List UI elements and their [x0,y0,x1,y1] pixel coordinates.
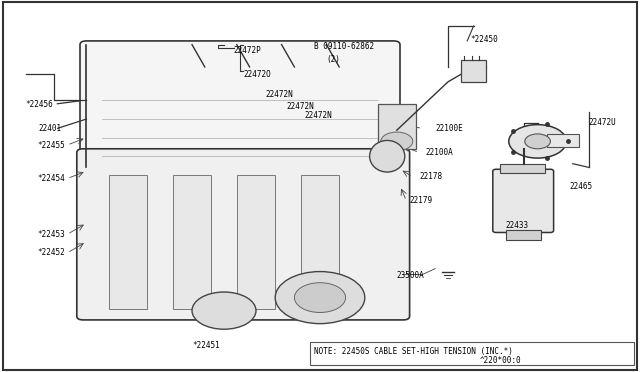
Text: 22472P: 22472P [234,46,261,55]
Bar [109,175,147,309]
Bar [461,60,486,82]
Text: *22453: *22453 [37,230,65,239]
Text: 22472O: 22472O [243,70,271,79]
Text: B 09110-62862: B 09110-62862 [314,42,374,51]
Circle shape [509,125,566,158]
FancyBboxPatch shape [80,41,400,171]
Circle shape [525,134,550,149]
Circle shape [275,272,365,324]
Bar [506,230,541,240]
Circle shape [294,283,346,312]
Bar [500,164,545,173]
Bar [173,175,211,309]
Text: ^220*00:0: ^220*00:0 [480,356,522,365]
Text: (2): (2) [326,55,340,64]
Text: 22100A: 22100A [426,148,453,157]
Text: *22451: *22451 [192,341,220,350]
Text: 23500A: 23500A [397,271,424,280]
Text: 22179: 22179 [410,196,433,205]
Text: *22455: *22455 [37,141,65,150]
Bar [301,175,339,309]
Text: 22433: 22433 [506,221,529,230]
Bar [237,175,275,309]
FancyBboxPatch shape [77,149,410,320]
FancyBboxPatch shape [493,169,554,232]
Text: *22456: *22456 [26,100,53,109]
Bar [310,342,634,365]
Text: 22472N: 22472N [287,102,314,110]
Bar [547,134,579,147]
Text: *22454: *22454 [37,174,65,183]
Text: 22401: 22401 [38,124,61,133]
Ellipse shape [370,141,405,172]
Text: 22465: 22465 [570,182,593,190]
Text: 22472U: 22472U [589,118,616,127]
Text: *22452: *22452 [37,248,65,257]
Text: 22178: 22178 [419,172,442,181]
Text: 22472N: 22472N [304,111,332,120]
Text: *22450: *22450 [470,35,498,44]
Text: NOTE: 22450S CABLE SET-HIGH TENSION (INC.*): NOTE: 22450S CABLE SET-HIGH TENSION (INC… [314,347,513,356]
Circle shape [192,292,256,329]
Bar [378,104,416,149]
Circle shape [381,132,413,151]
Text: 22472N: 22472N [266,90,293,99]
Text: 22100E: 22100E [435,124,463,133]
